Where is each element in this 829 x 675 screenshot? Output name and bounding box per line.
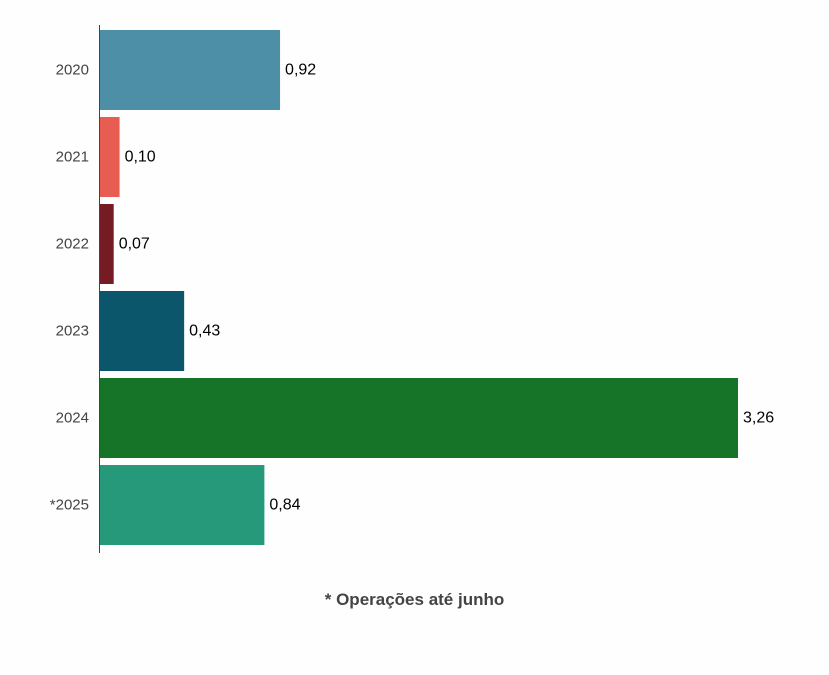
bars-group: [100, 30, 738, 545]
value-label: 0,10: [125, 149, 156, 166]
category-label: 2022: [56, 236, 89, 253]
category-label: 2021: [56, 149, 89, 166]
value-label: 0,84: [269, 497, 300, 514]
category-label: 2024: [56, 410, 89, 427]
bar-2024: [100, 378, 738, 458]
value-label: 0,43: [189, 323, 220, 340]
value-label: 0,92: [285, 62, 316, 79]
bar-2023: [100, 291, 185, 371]
bar-2025: [100, 465, 265, 545]
bar-2021: [100, 117, 120, 197]
category-label: *2025: [50, 497, 89, 514]
labels-group: 2020 0,92 2021 0,10 2022 0,07 2023 0,43 2024 3,26…: [50, 62, 774, 514]
value-label: 3,26: [743, 410, 774, 427]
category-label: 2023: [56, 323, 89, 340]
category-label: 2020: [56, 62, 89, 79]
bar-2022: [100, 204, 114, 284]
bar-2020: [100, 30, 281, 110]
value-label: 0,07: [119, 236, 150, 253]
footnote: * Operações até junho: [324, 590, 505, 609]
